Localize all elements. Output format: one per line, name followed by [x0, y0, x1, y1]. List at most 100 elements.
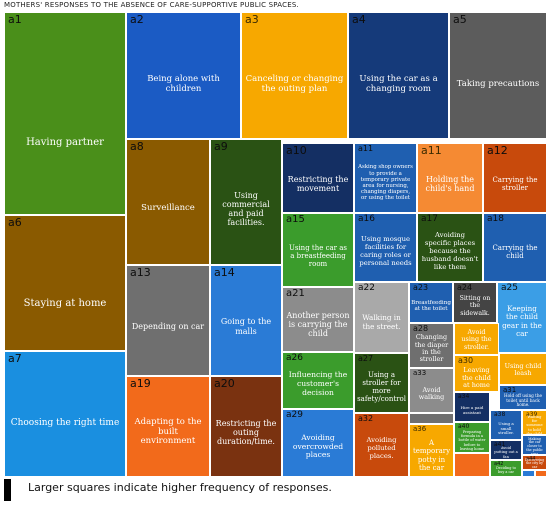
treemap-tile [409, 413, 454, 424]
tile-label: Restricting the movement [287, 174, 349, 193]
treemap-tile-a11: a11 Asking shop owners to provide a tempo… [354, 143, 417, 213]
tile-label: Canceling or changing the outing plan [245, 73, 344, 94]
tile-code: a23 [413, 283, 429, 292]
tile-label: Staying at home [23, 298, 107, 310]
tile-label: Adapting to the built environment [134, 416, 202, 447]
tile-code: a27 [358, 354, 374, 363]
tile-label: Deciding to buy a car [496, 465, 516, 474]
tile-code: a11 [358, 144, 374, 153]
tile-label: Keeping the child gear in the car [502, 303, 542, 338]
tile-code: a14 [214, 266, 235, 279]
tile-code: a3 [245, 13, 259, 26]
treemap-tile-a30: a30 Leaving the child at home [454, 355, 499, 392]
legend-marker [4, 479, 11, 501]
tile-code: a24 [457, 283, 473, 292]
treemap-tile-a29: a29 Avoiding overcrowded places [282, 409, 354, 477]
treemap-tile-a24: a24 Sitting on the sidewalk. [453, 282, 497, 323]
tile-code: a12 [487, 144, 508, 157]
treemap-tile-a28: a28 Changing the diaper in the stroller [409, 323, 454, 368]
tile-code: a13 [130, 266, 151, 279]
tile-code: a26 [286, 353, 303, 363]
treemap: a1 Having partner a2 Being alone with child… [4, 12, 547, 477]
treemap-tile-a32: a32 Avoiding polluted places. [354, 413, 409, 477]
tile-code: a10 [286, 144, 307, 157]
treemap-tile-a26: a26 Influencing the customer's decision [282, 352, 354, 409]
tile-code: a40 [458, 423, 470, 430]
tile-code: a25 [501, 283, 518, 293]
treemap-tile-a34: a34 Hire a paid assistant [454, 392, 490, 422]
treemap-tile-a39: a39 Waiting for someone to hold the child [522, 410, 547, 435]
tile-code: a18 [487, 214, 504, 224]
tile-code: a1 [8, 13, 22, 26]
treemap-tile-a20: a20 Restricting the outing duration/time. [210, 376, 282, 477]
tile-code: a38 [494, 411, 506, 418]
tile-label: Hold off using the toilet until back hom… [503, 392, 543, 408]
tile-code: a4 [352, 13, 366, 26]
tile-code: a36 [413, 425, 427, 433]
tile-label: Leaving the child at home [462, 366, 491, 390]
tile-label: Holding the child's hand [425, 174, 475, 193]
tile-code: a30 [458, 356, 474, 365]
treemap-tile-a2: a2 Being alone with children [126, 12, 241, 139]
treemap-tile-a1: a1 Having partner [4, 12, 126, 215]
tile-label: Using the car as a changing room [359, 73, 438, 94]
tile-label: Walking in the street. [362, 313, 401, 331]
treemap-tile-a10: a10 Restricting the movement [282, 143, 354, 213]
treemap-tile-a4: a4 Using the car as a changing room [348, 12, 449, 139]
tile-code: a28 [413, 324, 429, 333]
tile-label: Carrying the child [492, 243, 538, 260]
tile-label: Choosing the right time [10, 417, 120, 428]
tile-label: Avoid putting out a fan [494, 446, 518, 459]
tile-code: a32 [358, 414, 374, 423]
treemap-tile-a41: a41 Avoid putting out a fan [490, 440, 522, 460]
tile-code: a33 [413, 369, 427, 377]
tile-label: Hire a paid assistant [460, 405, 484, 415]
tile-label: Carrying the stroller [492, 175, 538, 192]
tile-code: a5 [453, 13, 467, 26]
tile-code: a29 [286, 410, 303, 420]
tile-code: a15 [286, 214, 305, 225]
tile-label: Making the car closer to the public area [526, 436, 543, 455]
tile-label: Surveillance [141, 203, 195, 214]
treemap-tile: Avoid using the stroller. [454, 323, 499, 355]
tile-label: Going to the malls [220, 317, 272, 336]
tile-label: Waiting for someone to hold the child [526, 415, 543, 435]
treemap-tile-a5: a5 Taking precautions [449, 12, 547, 139]
treemap-tile-a15: a15 Using the car as a breastfeeding room [282, 213, 354, 287]
treemap-tile-a44: a44 Discovering the city by car [522, 455, 547, 470]
treemap-tile-a14: a14 Going to the malls [210, 265, 282, 376]
tile-label: Avoiding polluted places. [366, 436, 397, 460]
tile-label: Breastfeeding at the toilet [411, 299, 451, 312]
legend-note: Larger squares indicate higher frequency… [28, 481, 332, 494]
tile-label: Influencing the customer's decision [288, 370, 348, 397]
tile-label: Using a stroller for more safety/control [357, 370, 406, 404]
tile-code: a11 [421, 144, 442, 157]
tile-label: Having partner [26, 136, 104, 148]
treemap-tile-a19: a19 Adapting to the built environment [126, 376, 210, 477]
treemap-tile-a38: a38 Using a small stroller. [490, 410, 522, 440]
tile-code: a17 [421, 214, 438, 224]
treemap-tile-a16: a16 Using mosque facilities for caring ro… [354, 213, 417, 282]
tile-label: Asking shop owners to provide a temporar… [358, 164, 413, 202]
treemap-tile-a17: a17 Avoiding specific places because the … [417, 213, 483, 282]
tile-label: A temporary potty in the car [412, 439, 451, 472]
treemap-tile-a9: a9 Using commercial and paid facilities. [210, 139, 282, 265]
treemap-tile-a3: a3 Canceling or changing the outing plan [241, 12, 348, 139]
tile-code: a44 [526, 456, 536, 462]
treemap-tile [522, 470, 535, 477]
treemap-tile-a13: a13 Depending on car [126, 265, 210, 376]
treemap-tile-a12: a12 Carrying the stroller [483, 143, 547, 213]
treemap-tile-a40: a40 Preparing formula in a bottle of wate… [454, 422, 490, 453]
tile-code: a42 [494, 461, 504, 467]
treemap-tile-a18: a18 Carrying the child [483, 213, 547, 282]
treemap-tile-a6: a6 Staying at home [4, 215, 126, 351]
treemap-tile-a42: a42 Deciding to buy a car [490, 460, 522, 477]
treemap-tile-a23: a23 Breastfeeding at the toilet [409, 282, 453, 323]
tile-code: a41 [494, 441, 506, 448]
tile-code: a7 [8, 352, 22, 365]
tile-label: Avoid using the stroller. [461, 327, 492, 351]
tile-label: Preparing formula in a bottle of water b… [458, 430, 486, 451]
tile-label: Being alone with children [147, 73, 220, 94]
tile-label: Using child leash [504, 361, 542, 377]
tile-code: a6 [8, 216, 22, 229]
